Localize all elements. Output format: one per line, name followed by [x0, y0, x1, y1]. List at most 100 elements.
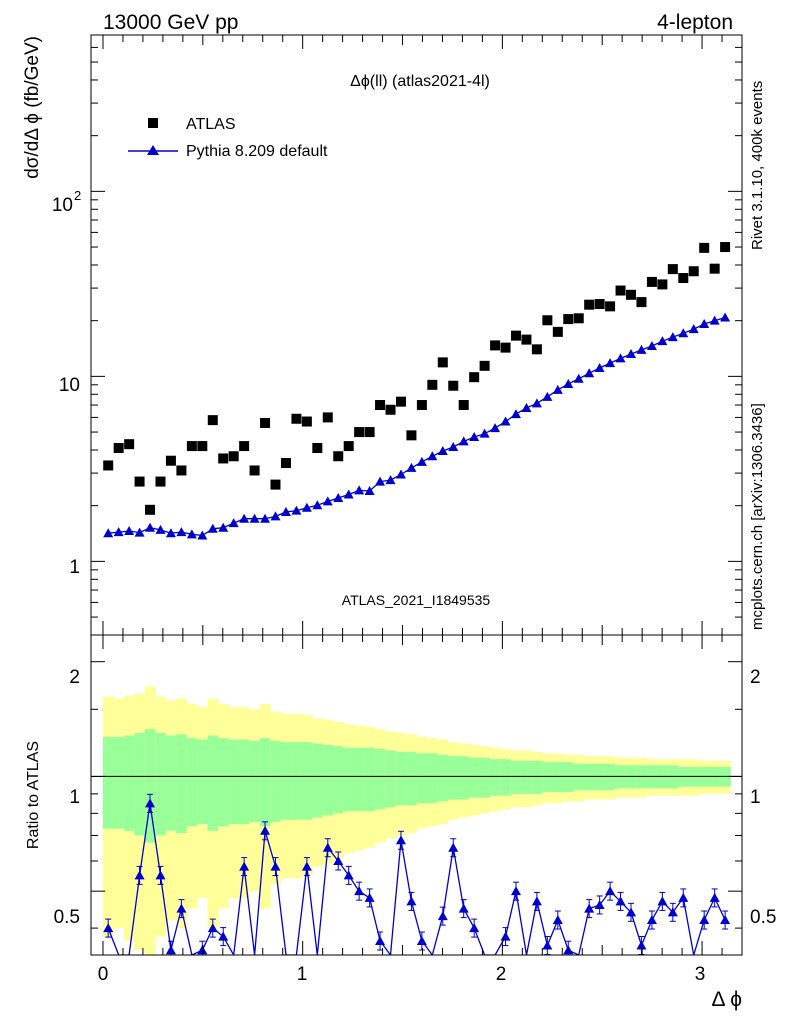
ratio-point: [720, 915, 731, 925]
pythia-point: [197, 530, 208, 540]
ratio-point: [657, 896, 668, 906]
atlas-point: [395, 396, 406, 407]
atlas-point: [291, 413, 302, 424]
pythia-point: [563, 378, 574, 388]
atlas-point: [479, 360, 490, 371]
pythia-point: [573, 373, 584, 383]
band-inner-bin: [427, 753, 439, 804]
ratio-point: [176, 903, 187, 913]
atlas-point: [239, 441, 250, 452]
ratio-ylabel: Ratio to ATLAS: [25, 741, 42, 849]
pythia-point: [469, 432, 480, 442]
atlas-point: [615, 285, 626, 296]
legend-atlas-label: ATLAS: [186, 116, 236, 133]
pythia-point: [448, 442, 459, 452]
atlas-point: [605, 301, 616, 312]
pythia-point: [218, 522, 229, 532]
ratio-ytick-label-0.5-left: 0.5: [54, 907, 80, 928]
ratio-point: [343, 870, 354, 880]
pythia-point: [521, 402, 532, 412]
atlas-point: [490, 340, 501, 351]
band-inner-bin: [563, 762, 575, 793]
pythia-point: [280, 506, 291, 516]
ratio-point: [699, 915, 710, 925]
band-inner-bin: [374, 749, 386, 810]
pythia-point: [176, 527, 187, 537]
band-inner-bin: [249, 740, 261, 822]
pythia-point: [531, 398, 542, 408]
pythia-point: [155, 524, 166, 534]
pythia-point: [145, 522, 156, 532]
ratio-point: [709, 892, 720, 902]
band-inner-bin: [552, 762, 564, 793]
header-right: 4-lepton: [657, 11, 733, 34]
band-inner-bin: [406, 751, 418, 806]
atlas-point: [626, 289, 637, 300]
pythia-point: [260, 513, 271, 523]
pythia-point: [615, 353, 626, 363]
band-inner-bin: [228, 739, 240, 825]
ratio-ytick-label-1-left: 1: [69, 787, 80, 808]
band-inner-bin: [573, 763, 585, 791]
pythia-point: [343, 489, 354, 499]
pythia-point: [113, 527, 124, 537]
pythia-point: [720, 312, 731, 322]
atlas-point: [636, 297, 647, 308]
ratio-point: [197, 945, 208, 955]
atlas-point: [720, 242, 731, 253]
ratio-point: [437, 911, 448, 921]
pythia-point: [458, 436, 469, 446]
band-inner-bin: [217, 738, 229, 827]
ratio-point: [636, 940, 647, 950]
ratio-point: [626, 907, 637, 917]
atlas-point: [667, 264, 678, 275]
pythia-point: [479, 428, 490, 438]
pythia-point: [594, 362, 605, 372]
atlas-point: [521, 334, 532, 345]
legend-pythia-label: Pythia 8.209 default: [186, 143, 328, 160]
pythia-point: [437, 445, 448, 455]
ratio-ytick-label-2-left: 2: [69, 667, 80, 688]
ratio-point: [678, 892, 689, 902]
band-inner-bin: [291, 742, 303, 820]
ratio-point: [416, 936, 427, 946]
pythia-point: [667, 332, 678, 342]
atlas-point: [416, 400, 427, 411]
band-inner-bin: [385, 750, 397, 808]
atlas-point: [218, 453, 229, 464]
atlas-point: [249, 465, 260, 476]
pythia-point: [291, 505, 302, 515]
pythia-point: [301, 502, 312, 512]
band-inner-bin: [395, 751, 407, 806]
ratio-ytick-label-0.5-right: 0.5: [750, 907, 776, 928]
pythia-point: [490, 423, 501, 433]
pythia-point: [584, 368, 595, 378]
main-ylabel: dσ/dΔ ϕ (fb/GeV): [22, 36, 43, 179]
atlas-point: [312, 443, 323, 454]
atlas-point: [113, 443, 124, 454]
atlas-point: [646, 276, 657, 287]
atlas-point: [333, 451, 344, 462]
ratio-bands: [102, 686, 731, 955]
band-inner-bin: [594, 763, 606, 791]
atlas-point: [657, 279, 668, 290]
ratio-point: [584, 903, 595, 913]
atlas-point: [124, 439, 135, 450]
atlas-point: [594, 299, 605, 310]
pythia-point: [552, 384, 563, 394]
pythia-point: [699, 318, 710, 328]
pythia-point: [364, 486, 375, 496]
atlas-point: [552, 326, 563, 337]
band-inner-bin: [353, 747, 365, 812]
ratio-point: [145, 798, 156, 808]
pythia-point: [605, 358, 616, 368]
pythia-point: [124, 525, 135, 535]
band-inner-bin: [604, 763, 616, 791]
pythia-point: [165, 528, 176, 538]
xtick-label-1: 1: [297, 964, 308, 985]
band-inner-bin: [186, 738, 198, 827]
atlas-point: [510, 330, 521, 341]
pythia-point: [354, 485, 365, 495]
atlas-point: [270, 479, 281, 490]
ratio-point: [301, 861, 312, 871]
